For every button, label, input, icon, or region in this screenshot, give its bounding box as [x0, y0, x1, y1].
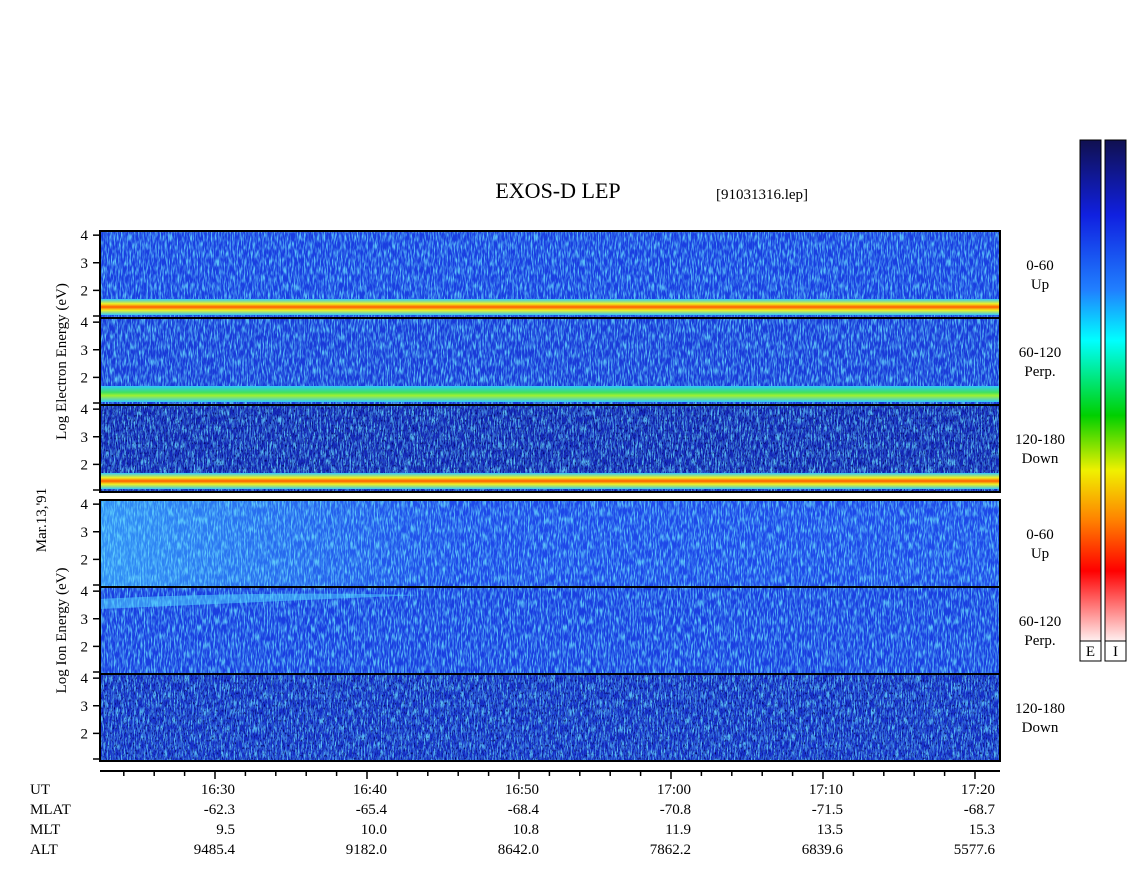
y-tick-label: 4 [81, 497, 89, 513]
y-tick-label: 2 [81, 639, 89, 655]
row-label: MLAT [30, 802, 71, 818]
spectrogram-band [100, 386, 1000, 402]
spectrogram-noise [100, 500, 1000, 587]
row-label: UT [30, 782, 50, 798]
y-tick-label: 3 [81, 343, 89, 359]
orbit-value: 5577.6 [954, 842, 996, 858]
orbit-value: 9485.4 [194, 842, 236, 858]
orbit-value: 10.0 [361, 822, 387, 838]
orbit-value: 11.9 [665, 822, 691, 838]
y-tick-label: 4 [81, 315, 89, 331]
y-tick-label: 4 [81, 228, 89, 244]
pitch-angle-range: 120-180 [1015, 432, 1065, 448]
orbit-value: 7862.2 [650, 842, 691, 858]
y-tick-label: 2 [81, 726, 89, 742]
color-bar [1079, 139, 1102, 642]
orbit-value: 9182.0 [346, 842, 387, 858]
pitch-angle-direction: Perp. [1024, 633, 1055, 649]
color-bar [1104, 139, 1127, 642]
orbit-value: -68.4 [508, 802, 540, 818]
file-name: [91031316.lep] [716, 187, 808, 203]
orbit-value: 6839.6 [802, 842, 844, 858]
row-label: ALT [30, 842, 58, 858]
y-tick-label: 4 [81, 402, 89, 418]
y-tick-label: 2 [81, 457, 89, 473]
pitch-angle-direction: Up [1031, 546, 1049, 562]
orbit-value: -70.8 [660, 802, 691, 818]
group-frame [99, 230, 1001, 493]
y-tick-label: 2 [81, 552, 89, 568]
orbit-value: 9.5 [216, 822, 235, 838]
orbit-value: 16:30 [201, 782, 235, 798]
orbit-value: -68.7 [964, 802, 996, 818]
pitch-angle-direction: Perp. [1024, 364, 1055, 380]
y-tick-label: 4 [81, 584, 89, 600]
y-tick-label: 3 [81, 699, 89, 715]
orbit-value: -71.5 [812, 802, 843, 818]
orbit-value: 17:20 [961, 782, 995, 798]
y-tick-label: 2 [81, 283, 89, 299]
orbit-value: 10.8 [513, 822, 539, 838]
y-axis-label: Log Electron Energy (eV) [54, 283, 70, 440]
orbit-value: 17:10 [809, 782, 843, 798]
orbit-value: 16:50 [505, 782, 539, 798]
y-tick-label: 3 [81, 525, 89, 541]
title: EXOS-D LEP [495, 178, 620, 203]
y-tick-label: 2 [81, 370, 89, 386]
y-tick-label: 3 [81, 430, 89, 446]
y-tick-label: 4 [81, 671, 89, 687]
orbit-value: 13.5 [817, 822, 843, 838]
orbit-value: -62.3 [204, 802, 235, 818]
spectrogram-band [100, 473, 1000, 489]
date: Mar.13,'91 [34, 488, 50, 552]
y-tick-label: 3 [81, 256, 89, 272]
group-frame [99, 499, 1001, 762]
pitch-angle-range: 60-120 [1019, 614, 1062, 630]
pitch-angle-range: 0-60 [1026, 258, 1054, 274]
y-tick-label: 3 [81, 612, 89, 628]
pitch-angle-range: 120-180 [1015, 701, 1065, 717]
spectrogram-band [100, 299, 1000, 315]
orbit-value: 15.3 [969, 822, 995, 838]
color-bar-label-box [1079, 640, 1102, 662]
row-label: MLT [30, 822, 60, 838]
pitch-angle-range: 60-120 [1019, 345, 1062, 361]
color-bar-label-box [1104, 640, 1127, 662]
orbit-value: -65.4 [356, 802, 388, 818]
orbit-value: 16:40 [353, 782, 387, 798]
orbit-value: 8642.0 [498, 842, 539, 858]
color-bar-label: E [1086, 644, 1095, 660]
pitch-angle-range: 0-60 [1026, 527, 1054, 543]
pitch-angle-direction: Down [1022, 720, 1059, 736]
y-axis-label: Log Ion Energy (eV) [54, 568, 70, 694]
spectrogram-dark-noise [100, 674, 1000, 761]
spectrogram-streak [100, 593, 420, 609]
color-bar-label: I [1113, 644, 1118, 660]
orbit-value: 17:00 [657, 782, 691, 798]
pitch-angle-direction: Down [1022, 451, 1059, 467]
pitch-angle-direction: Up [1031, 277, 1049, 293]
